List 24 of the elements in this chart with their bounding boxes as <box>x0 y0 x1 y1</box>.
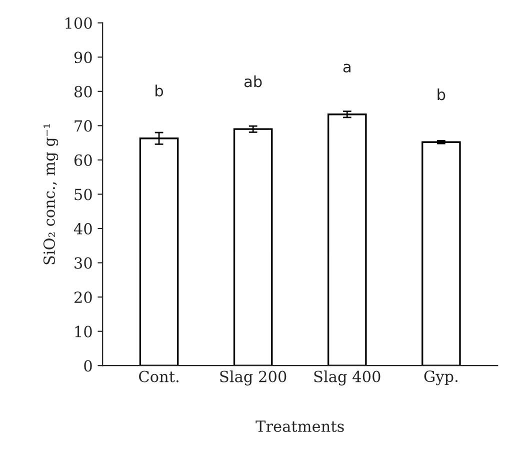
annotation: b <box>156 84 164 97</box>
y-tick-label: 40 <box>74 222 92 235</box>
y-tick-label: 70 <box>74 120 92 132</box>
y-tick-label: 20 <box>74 292 92 304</box>
bar <box>422 141 461 366</box>
x-tick-label: Slag 400 <box>314 370 380 386</box>
annotation: a <box>343 64 350 73</box>
y-tick-label: 50 <box>74 188 92 200</box>
y-tick-label: 90 <box>74 52 92 64</box>
x-tick-label: Cont. <box>139 370 178 382</box>
y-tick-label: 0 <box>84 360 92 372</box>
y-tick-label: 30 <box>74 257 92 269</box>
x-tick-label: Slag 200 <box>220 370 286 386</box>
y-tick-label: 80 <box>74 86 92 98</box>
annotation: b <box>438 88 446 100</box>
y-tick-label: 60 <box>74 154 92 166</box>
bar <box>233 128 273 366</box>
y-tick-label: 100 <box>66 17 92 29</box>
x-axis-title: Treatments <box>256 420 344 432</box>
x-tick-label: Gyp. <box>424 370 458 386</box>
bar <box>327 114 367 366</box>
y-tick-label: 10 <box>75 326 92 338</box>
annotation: ab <box>244 75 262 88</box>
y-axis-title: SiO₂ conc., mg g⁻¹ <box>43 124 58 264</box>
